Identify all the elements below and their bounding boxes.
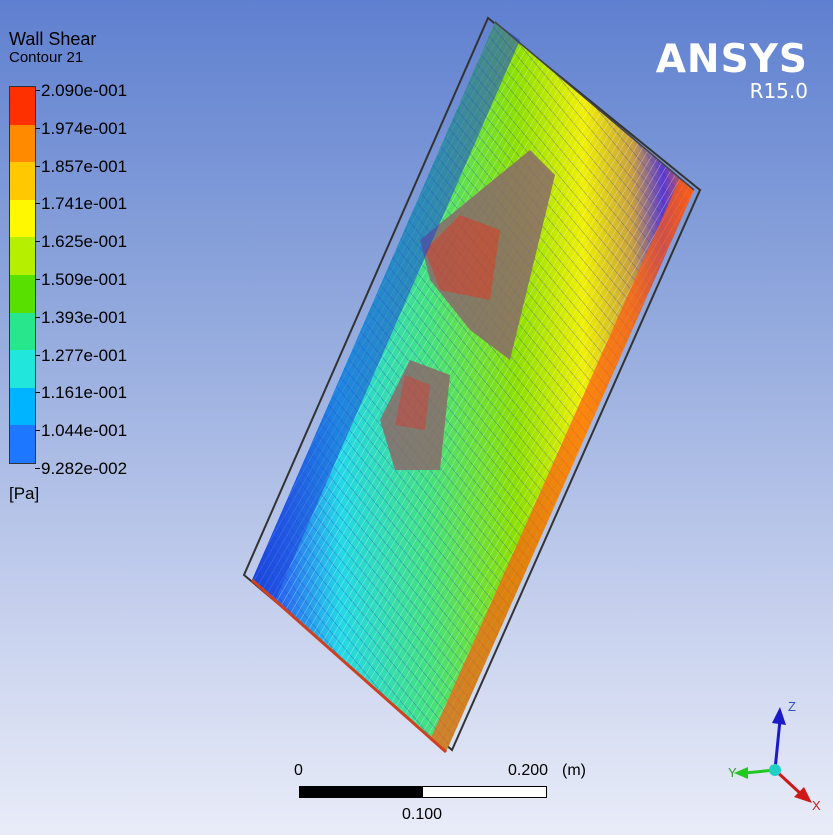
legend-colorbar [9, 86, 36, 464]
legend-tick-label: 9.282e-002 [34, 459, 128, 478]
colorbar-swatch [10, 387, 35, 426]
legend-title: Wall Shear [9, 29, 97, 49]
legend-tick-label: 1.044e-001 [34, 421, 128, 441]
scale-mid-label: 0.100 [402, 806, 443, 823]
axis-z-label: Z [788, 699, 796, 714]
ansys-logo: ANSYS R15.0 [655, 37, 808, 103]
colorbar-swatch [10, 425, 35, 463]
left-blue-strip [252, 22, 520, 598]
legend-tick-label: 1.509e-001 [34, 270, 128, 289]
legend-tick-label: 2.090e-001 [34, 81, 128, 100]
right-orange-strip [430, 178, 694, 752]
axis-x-label: X [812, 798, 821, 813]
legend-tick-label: 1.277e-001 [34, 345, 128, 365]
legend-subtitle: Contour 21 [9, 49, 84, 66]
colorbar-swatch [10, 274, 35, 313]
scale-bar [299, 786, 547, 798]
high-shear-regions [380, 150, 555, 470]
legend-units: [Pa] [9, 484, 40, 503]
colorbar-swatch [10, 350, 35, 388]
scale-bar-empty [423, 787, 546, 797]
legend-tick-label: 1.625e-001 [34, 232, 128, 252]
legend-tick-label: 1.393e-001 [34, 307, 128, 327]
colorbar-swatch [10, 162, 35, 200]
legend-tick-label: 1.741e-001 [34, 194, 128, 214]
brand-name: ANSYS [655, 37, 808, 82]
colorbar-swatch [10, 199, 35, 238]
scale-unit-label: (m) [562, 762, 586, 779]
legend-tick-label: 1.857e-001 [34, 156, 128, 176]
colorbar-swatch [10, 87, 35, 125]
scale-end-label: 0.200 [508, 762, 549, 779]
brand-version: R15.0 [749, 79, 808, 103]
colorbar-swatch [10, 124, 35, 163]
scale-start-label: 0 [294, 762, 303, 779]
legend-tick-label: 1.974e-001 [34, 118, 128, 138]
axis-y-label: Y [728, 765, 737, 780]
colorbar-swatch [10, 237, 35, 275]
colorbar-swatch [10, 312, 35, 351]
scale-bar-filled [300, 787, 423, 797]
axis-triad-icon[interactable]: Z Y X [720, 695, 830, 815]
legend-tick-label: 1.161e-001 [34, 383, 128, 403]
plate-edge [242, 16, 702, 752]
plate-surface [252, 22, 694, 752]
